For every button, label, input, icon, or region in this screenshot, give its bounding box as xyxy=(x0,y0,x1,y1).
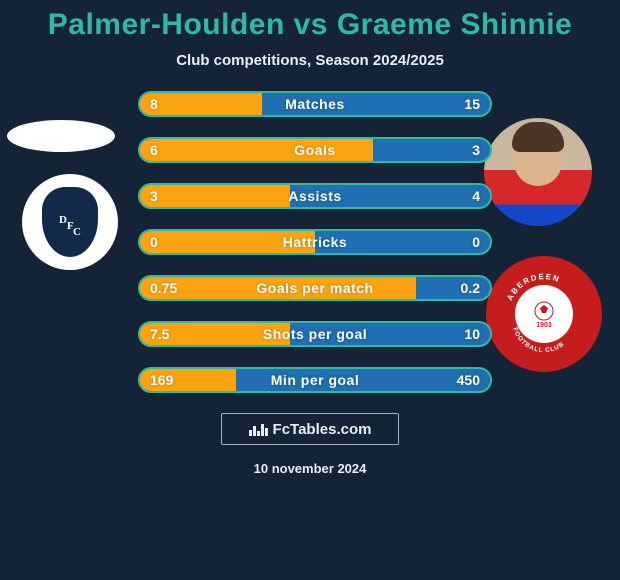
stat-left-value: 3 xyxy=(150,188,158,204)
stat-right-value: 450 xyxy=(457,372,480,388)
aberdeen-ring-text-icon: ABERDEEN FOOTBALL CLUB xyxy=(498,268,590,360)
fctables-logo[interactable]: FcTables.com xyxy=(221,413,399,445)
aberdeen-crest-ring: 1903 ABERDEEN FOOTBALL CLUB xyxy=(486,256,602,372)
svg-text:FOOTBALL CLUB: FOOTBALL CLUB xyxy=(511,327,565,354)
club-left-crest-shield: D F C xyxy=(42,187,98,257)
logo-text: FcTables.com xyxy=(273,421,372,438)
stat-row: 169 Min per goal 450 xyxy=(138,367,492,393)
stat-label: Assists xyxy=(288,188,341,204)
stat-label: Min per goal xyxy=(271,372,359,388)
stat-label: Shots per goal xyxy=(263,326,367,342)
page-title: Palmer-Houlden vs Graeme Shinnie xyxy=(0,8,620,42)
stat-row: 3 Assists 4 xyxy=(138,183,492,209)
stat-right-value: 3 xyxy=(472,142,480,158)
stat-row: 6 Goals 3 xyxy=(138,137,492,163)
stat-left-value: 8 xyxy=(150,96,158,112)
stat-left-fill xyxy=(140,139,373,161)
player-left-avatar xyxy=(7,120,115,152)
stat-bars: 8 Matches 15 6 Goals 3 3 Assists 4 0 Hattricks 0 0.7… xyxy=(138,91,492,393)
stat-row: 0 Hattricks 0 xyxy=(138,229,492,255)
stat-right-value: 0.2 xyxy=(461,280,480,296)
stat-left-value: 0 xyxy=(150,234,158,250)
stat-right-value: 15 xyxy=(464,96,480,112)
footer-date: 10 november 2024 xyxy=(0,461,620,476)
svg-text:ABERDEEN: ABERDEEN xyxy=(505,272,561,302)
stat-label: Goals per match xyxy=(256,280,373,296)
svg-text:D: D xyxy=(59,214,67,226)
subtitle: Club competitions, Season 2024/2025 xyxy=(0,52,620,69)
stat-left-value: 169 xyxy=(150,372,173,388)
stat-right-value: 10 xyxy=(464,326,480,342)
stat-left-fill xyxy=(140,93,262,115)
stat-right-value: 4 xyxy=(472,188,480,204)
svg-text:C: C xyxy=(73,226,81,238)
stat-label: Hattricks xyxy=(283,234,347,250)
stat-row: 0.75 Goals per match 0.2 xyxy=(138,275,492,301)
stat-label: Matches xyxy=(285,96,345,112)
dundee-fc-icon: D F C xyxy=(53,205,87,239)
stat-right-value: 0 xyxy=(472,234,480,250)
stat-left-fill xyxy=(140,185,290,207)
bar-chart-icon xyxy=(249,422,267,436)
stat-left-value: 0.75 xyxy=(150,280,177,296)
stat-label: Goals xyxy=(294,142,335,158)
stat-row: 7.5 Shots per goal 10 xyxy=(138,321,492,347)
club-left-crest: D F C xyxy=(22,174,118,270)
player-right-avatar xyxy=(484,118,592,226)
stat-row: 8 Matches 15 xyxy=(138,91,492,117)
stat-left-value: 7.5 xyxy=(150,326,169,342)
club-right-crest: 1903 ABERDEEN FOOTBALL CLUB xyxy=(486,256,602,372)
stat-left-value: 6 xyxy=(150,142,158,158)
comparison-card: Palmer-Houlden vs Graeme Shinnie Club co… xyxy=(0,0,620,580)
